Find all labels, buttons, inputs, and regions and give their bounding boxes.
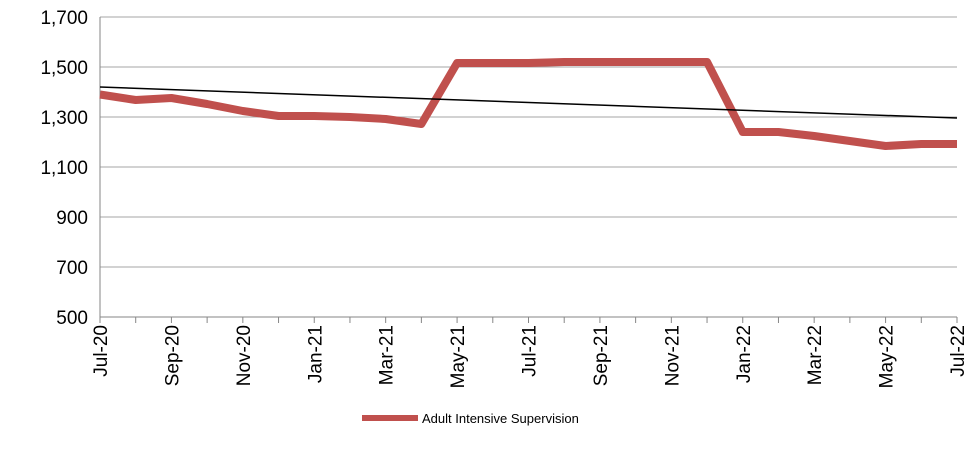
y-tick-label: 1,100 <box>40 158 88 179</box>
y-tick-label: 1,300 <box>40 108 88 129</box>
y-tick-label: 700 <box>56 258 88 279</box>
x-tick-label: Jul-22 <box>948 325 965 377</box>
y-tick-label: 1,700 <box>40 8 88 29</box>
x-tick-label: May-21 <box>448 325 469 388</box>
x-tick-label: Mar-21 <box>377 325 398 385</box>
x-tick-label: Jan-21 <box>305 325 326 383</box>
x-tick-label: May-22 <box>877 325 898 388</box>
y-tick-label: 500 <box>56 308 88 329</box>
x-tick-label: Mar-22 <box>805 325 826 385</box>
x-tick-label: Nov-20 <box>234 325 255 386</box>
x-tick-label: Jul-21 <box>520 325 541 377</box>
trendline <box>99 86 958 119</box>
x-tick-label: Sep-21 <box>591 325 612 386</box>
x-tick-label: Sep-20 <box>162 325 183 386</box>
legend-label: Adult Intensive Supervision <box>422 411 579 426</box>
y-tick-label: 900 <box>56 208 88 229</box>
x-tick-label: Jul-20 <box>91 325 112 377</box>
x-tick-label: Nov-21 <box>662 325 683 386</box>
x-tick-label: Jan-22 <box>734 325 755 383</box>
y-tick-label: 1,500 <box>40 58 88 79</box>
series-line <box>99 58 957 150</box>
